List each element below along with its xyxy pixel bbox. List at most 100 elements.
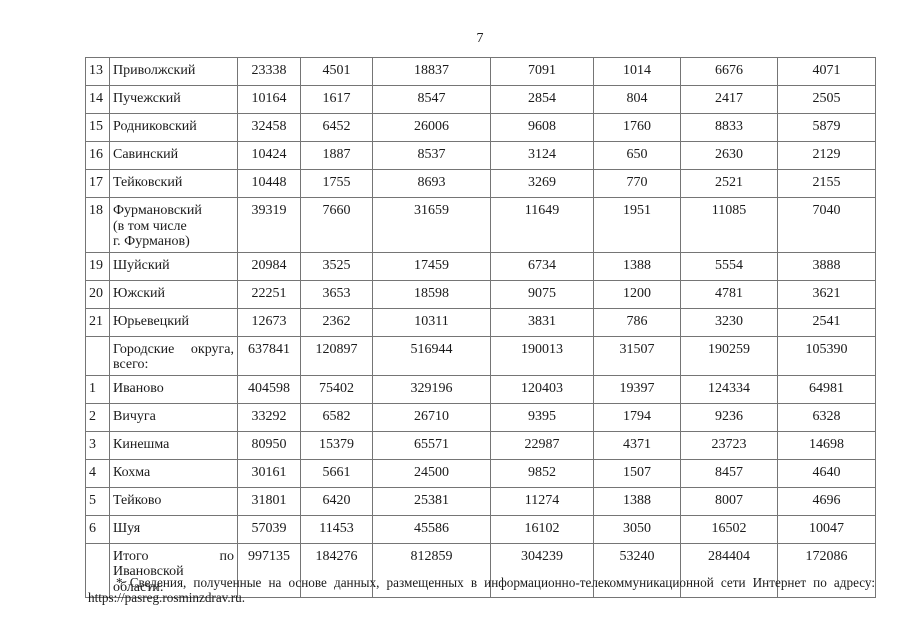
footnote-text: Сведения, полученные на основе данных, р… xyxy=(129,575,876,590)
table-row: 14 Пучежский 10164 1617 8547 2854 804 2417 2505 xyxy=(85,85,876,114)
value-cell: 124334 xyxy=(680,374,778,404)
row-number-cell: 4 xyxy=(85,458,110,488)
value-cell: 1887 xyxy=(300,141,373,170)
value-cell: 4071 xyxy=(777,57,876,86)
value-cell: 3653 xyxy=(300,279,373,309)
value-cell: 26006 xyxy=(372,113,491,142)
value-cell: 120403 xyxy=(490,374,594,404)
value-cell: 80950 xyxy=(237,430,301,460)
value-cell: 16502 xyxy=(680,514,778,544)
value-cell: 23723 xyxy=(680,430,778,460)
value-cell: 6420 xyxy=(300,486,373,516)
statistics-table: 13 Приволжский 23338 4501 18837 7091 1014 6676 4… xyxy=(85,57,876,598)
value-cell: 31507 xyxy=(593,335,681,376)
footnote: * Сведения, полученные на основе данных,… xyxy=(88,575,876,606)
value-cell: 6734 xyxy=(490,251,594,281)
value-cell: 11453 xyxy=(300,514,373,544)
value-cell: 8457 xyxy=(680,458,778,488)
value-cell: 1755 xyxy=(300,169,373,198)
district-name-cell: Шуйский xyxy=(109,251,238,281)
value-cell: 1388 xyxy=(593,486,681,516)
value-cell: 10164 xyxy=(237,85,301,114)
value-cell: 24500 xyxy=(372,458,491,488)
value-cell: 812859 xyxy=(372,542,491,598)
district-name-cell: Итого по Ивановской области: xyxy=(109,542,238,598)
value-cell: 11274 xyxy=(490,486,594,516)
value-cell: 3230 xyxy=(680,307,778,337)
value-cell: 4640 xyxy=(777,458,876,488)
value-cell: 2362 xyxy=(300,307,373,337)
value-cell: 20984 xyxy=(237,251,301,281)
value-cell: 9236 xyxy=(680,402,778,432)
value-cell: 1760 xyxy=(593,113,681,142)
value-cell: 45586 xyxy=(372,514,491,544)
value-cell: 64981 xyxy=(777,374,876,404)
value-cell: 184276 xyxy=(300,542,373,598)
table-row: 13 Приволжский 23338 4501 18837 7091 1014 6676 4… xyxy=(85,57,876,86)
value-cell: 6676 xyxy=(680,57,778,86)
value-cell: 75402 xyxy=(300,374,373,404)
value-cell: 7040 xyxy=(777,197,876,253)
value-cell: 10424 xyxy=(237,141,301,170)
table-row: 17 Тейковский 10448 1755 8693 3269 770 2521 2155 xyxy=(85,169,876,198)
district-name-line: всего: xyxy=(113,357,149,372)
value-cell: 1617 xyxy=(300,85,373,114)
district-name-cell: Фурмановский (в том числе г. Фурманов) xyxy=(109,197,238,253)
row-number-cell: 17 xyxy=(85,169,110,198)
district-name-cell: Тейковский xyxy=(109,169,238,198)
district-name-line: Южский xyxy=(113,285,165,301)
value-cell: 1200 xyxy=(593,279,681,309)
value-cell: 2505 xyxy=(777,85,876,114)
value-cell: 172086 xyxy=(777,542,876,598)
value-cell: 6452 xyxy=(300,113,373,142)
value-cell: 14698 xyxy=(777,430,876,460)
district-name-line: Тейковский xyxy=(113,175,183,190)
table-row: 3 Кинешма 80950 15379 65571 22987 4371 23723 146… xyxy=(85,430,876,460)
value-cell: 4371 xyxy=(593,430,681,460)
table-row: 20 Южский 22251 3653 18598 9075 1200 4781 3621 xyxy=(85,279,876,309)
value-cell: 3525 xyxy=(300,251,373,281)
value-cell: 3269 xyxy=(490,169,594,198)
value-cell: 637841 xyxy=(237,335,301,376)
value-cell: 22251 xyxy=(237,279,301,309)
district-name-cell: Кохма xyxy=(109,458,238,488)
footnote-url: https://pasreg.rosminzdrav.ru. xyxy=(88,589,245,605)
value-cell: 17459 xyxy=(372,251,491,281)
value-cell: 2541 xyxy=(777,307,876,337)
district-name-cell: Кинешма xyxy=(109,430,238,460)
value-cell: 2521 xyxy=(680,169,778,198)
district-name-cell: Шуя xyxy=(109,514,238,544)
value-cell: 2129 xyxy=(777,141,876,170)
footnote-marker: * xyxy=(116,575,123,590)
value-cell: 1794 xyxy=(593,402,681,432)
row-number-cell: 14 xyxy=(85,85,110,114)
row-number-cell: 13 xyxy=(85,57,110,86)
district-name-line: Иваново xyxy=(113,380,164,396)
value-cell: 18598 xyxy=(372,279,491,309)
district-name-line: Юрьевецкий xyxy=(113,313,190,329)
value-cell: 804 xyxy=(593,85,681,114)
row-number-cell: 1 xyxy=(85,374,110,404)
value-cell: 1951 xyxy=(593,197,681,253)
row-number-cell: 20 xyxy=(85,279,110,309)
value-cell: 8833 xyxy=(680,113,778,142)
value-cell: 404598 xyxy=(237,374,301,404)
district-name-cell: Приволжский xyxy=(109,57,238,86)
table-row: 5 Тейково 31801 6420 25381 11274 1388 8007 4696 xyxy=(85,486,876,516)
value-cell: 1388 xyxy=(593,251,681,281)
district-name-line: Тейково xyxy=(113,492,162,508)
value-cell: 22987 xyxy=(490,430,594,460)
value-cell: 3124 xyxy=(490,141,594,170)
table-row: 6 Шуя 57039 11453 45586 16102 3050 16502 10047 xyxy=(85,514,876,544)
row-number-cell: 3 xyxy=(85,430,110,460)
district-name-line: Пучежский xyxy=(113,91,181,106)
value-cell: 5554 xyxy=(680,251,778,281)
value-cell: 105390 xyxy=(777,335,876,376)
table-row: 15 Родниковский 32458 6452 26006 9608 1760 8833… xyxy=(85,113,876,142)
value-cell: 11085 xyxy=(680,197,778,253)
value-cell: 3050 xyxy=(593,514,681,544)
district-name-line: Шуйский xyxy=(113,257,170,273)
value-cell: 16102 xyxy=(490,514,594,544)
value-cell: 2630 xyxy=(680,141,778,170)
row-number-cell: 15 xyxy=(85,113,110,142)
